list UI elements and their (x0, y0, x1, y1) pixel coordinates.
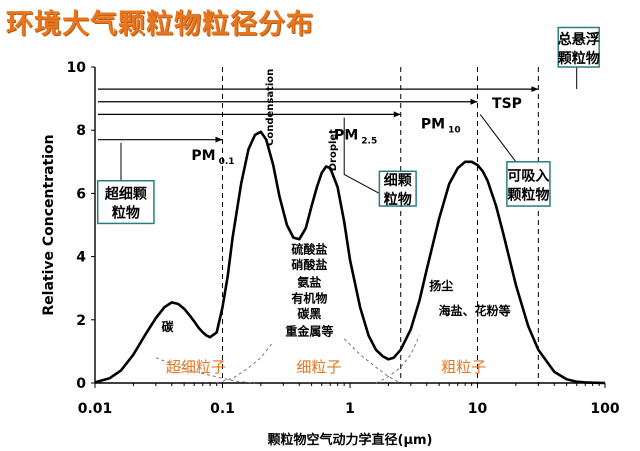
overlap-curve (343, 338, 401, 384)
callout-text: 超细颗 (104, 186, 147, 203)
callout-text: 颗粒物 (558, 50, 600, 67)
y-tick-label: 10 (67, 60, 87, 76)
pm-label: TSP (492, 96, 522, 112)
mode-overlap-curves (155, 335, 420, 384)
callout-text: 粒物 (112, 205, 140, 222)
x-tick-label: 0.01 (78, 401, 113, 417)
annotation: Droplet (328, 129, 339, 171)
callout-box (378, 170, 417, 207)
callout-leader (343, 117, 380, 194)
annotation: 扬尘 (429, 278, 453, 293)
y-tick-label: 6 (76, 186, 86, 202)
annotations: TSP PM 10 PM 2.5 PM 0.1 碳 Condensation Droplet 硫酸盐… (161, 69, 521, 376)
x-axis-label: 颗粒物空气动力学直径(μm) (268, 432, 433, 448)
overlap-curve (155, 357, 256, 384)
overlap-curve (216, 341, 274, 384)
pm-label: PM 0.1 (191, 148, 234, 167)
x-tick-label: 0.1 (210, 401, 235, 417)
axes: 0 2 4 6 8 10 0.01 0.1 1 10 100 颗粒物空气动力学直径(μm) Relati… (41, 60, 620, 448)
callout-text: 粒物 (384, 191, 412, 208)
callout-text: 细颗 (384, 172, 412, 189)
annotation: 海盐、花粉等 (439, 303, 511, 318)
y-axis-label: Relative Concentration (41, 134, 57, 315)
region-label: 超细粒子 (166, 358, 226, 376)
annotation: 硫酸盐 (291, 241, 327, 256)
distribution-curve (94, 130, 606, 385)
range-arrows (98, 86, 539, 143)
annotation: Condensation (265, 69, 276, 146)
annotation: 碳 (161, 319, 174, 334)
callout-leader (479, 114, 517, 163)
distribution-curve-group (94, 130, 606, 385)
annotation: 重金属等 (285, 324, 333, 339)
annotation: 有机物 (291, 290, 327, 305)
y-tick-label: 8 (76, 123, 86, 139)
y-tick-label: 0 (76, 376, 86, 392)
y-tick-label: 4 (76, 250, 86, 266)
region-label: 细粒子 (296, 358, 341, 376)
y-tick-label: 2 (76, 313, 86, 329)
x-tick-label: 1 (345, 401, 355, 417)
chart-title: 环境大气颗粒物粒径分布 (6, 9, 314, 40)
pm-label: PM 10 (421, 117, 461, 136)
annotation: 碳黑 (297, 306, 321, 321)
region-label: 粗粒子 (441, 358, 486, 376)
callout-text: 颗粒物 (507, 186, 549, 203)
x-tick-label: 10 (468, 401, 488, 417)
callout-box (96, 180, 155, 225)
annotation: 硝酸盐 (291, 257, 327, 272)
callout-text: 总悬浮 (558, 31, 600, 48)
x-tick-label: 100 (590, 401, 619, 417)
callout-box (506, 161, 551, 207)
cutoff-lines (222, 67, 539, 383)
callout-text: 可吸入 (507, 168, 549, 184)
callout-box (557, 26, 600, 68)
annotation: 氨盐 (297, 275, 321, 290)
pm-label: PM 2.5 (334, 128, 377, 147)
overlap-curve (375, 335, 420, 384)
